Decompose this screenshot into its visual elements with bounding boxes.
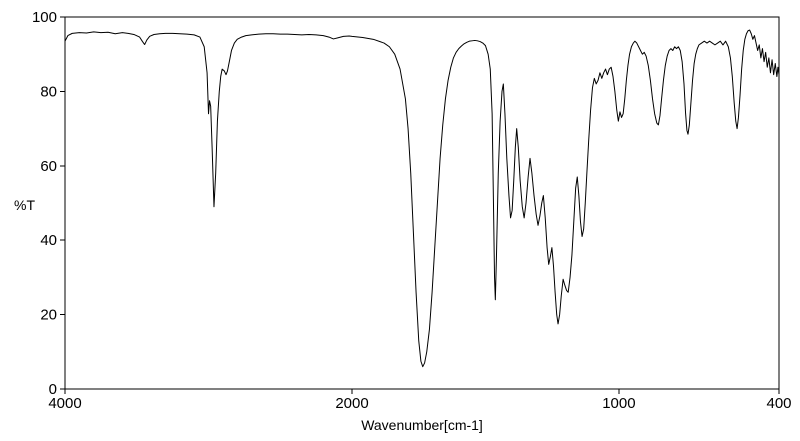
x-tick-label: 1000 xyxy=(602,395,635,412)
y-axis-ticks: 0 20 40 60 80 100 xyxy=(32,9,65,398)
x-tick-label: 2000 xyxy=(335,395,368,412)
x-tick-label: 400 xyxy=(766,395,791,412)
y-tick-label: 60 xyxy=(40,158,57,175)
x-axis-ticks: 4000 2000 1000 400 xyxy=(48,389,792,412)
y-tick-label: 40 xyxy=(40,232,57,249)
y-tick-label: 20 xyxy=(40,307,57,324)
x-tick-label: 4000 xyxy=(48,395,81,412)
y-tick-label: 80 xyxy=(40,83,57,100)
spectrum-curve xyxy=(64,29,780,368)
y-axis-label: %T xyxy=(14,197,35,213)
y-tick-label: 100 xyxy=(32,9,57,26)
x-axis-label: Wavenumber[cm-1] xyxy=(361,417,483,433)
plot-frame xyxy=(64,16,780,390)
y-tick-label: 0 xyxy=(49,381,57,398)
